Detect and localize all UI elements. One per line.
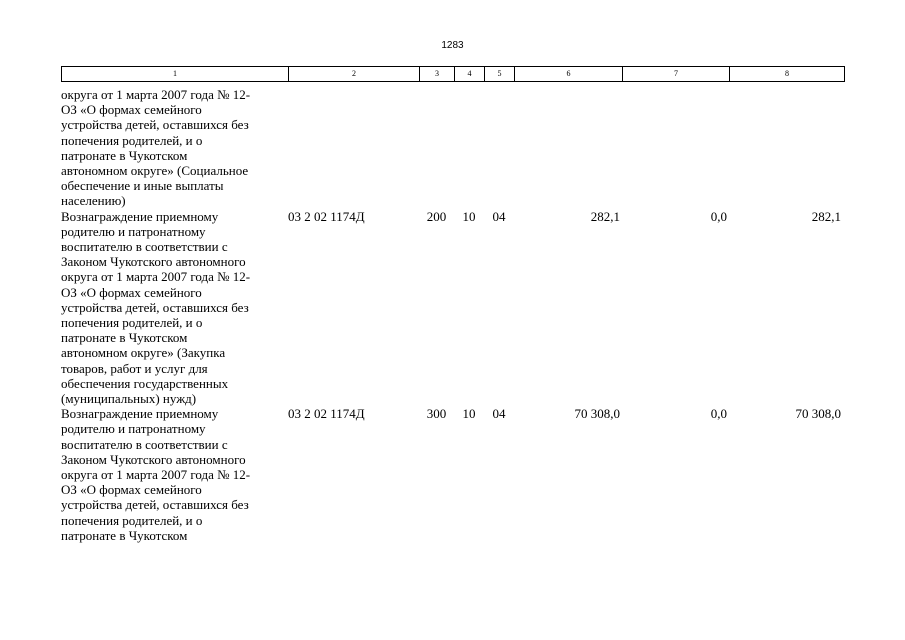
amount-total: 70 308,0 — [574, 406, 621, 422]
amount-total — [514, 87, 622, 209]
row-description: округа от 1 марта 2007 года № 12- ОЗ «О ф… — [61, 87, 288, 209]
description-line: патронате в Чукотском — [61, 527, 188, 543]
table-row: округа от 1 марта 2007 года № 12- ОЗ «О ф… — [61, 87, 843, 209]
amount-change: 0,0 — [710, 208, 727, 224]
amount-total: 282,1 — [590, 208, 620, 224]
description-line: округа от 1 марта 2007 года № 12- — [61, 467, 251, 483]
column-header: 5 — [485, 67, 515, 81]
description-line: устройства детей, оставшихся без — [61, 299, 249, 315]
amount-change: 0,0 — [710, 406, 727, 422]
column-header: 6 — [515, 67, 623, 81]
description-line: попечения родителей, и о — [61, 512, 203, 528]
column-header: 1 — [62, 67, 289, 81]
subsection — [484, 87, 514, 209]
amount-change — [622, 87, 729, 209]
budget-code: 03 2 02 1174Д — [288, 208, 365, 224]
column-header: 7 — [623, 67, 730, 81]
description-line: автономном округе» (Закупка — [61, 345, 226, 361]
description-line: патронате в Чукотском — [61, 330, 188, 346]
column-header: 3 — [420, 67, 455, 81]
description-line: округа от 1 марта 2007 года № 12- — [61, 87, 251, 102]
column-header: 4 — [455, 67, 485, 81]
description-line: товаров, работ и услуг для — [61, 360, 208, 376]
description-line: воспитателю в соответствии с — [61, 239, 228, 255]
section: 10 — [462, 406, 476, 422]
section — [454, 87, 484, 209]
description-line: устройства детей, оставшихся без — [61, 497, 249, 513]
description-line: Законом Чукотского автономного — [61, 254, 246, 270]
row-description: Вознаграждение приемному родителю и патро… — [61, 406, 288, 543]
description-line: попечения родителей, и о — [61, 315, 203, 331]
description-line: Вознаграждение приемному — [61, 406, 219, 422]
column-header: 8 — [785, 69, 789, 78]
description-line: Законом Чукотского автономного — [61, 451, 246, 467]
subsection: 04 — [492, 208, 506, 224]
description-line: населению) — [61, 193, 126, 209]
description-line: устройства детей, оставшихся без — [61, 117, 249, 133]
description-line: округа от 1 марта 2007 года № 12- — [61, 269, 251, 285]
description-line: воспитателю в соответствии с — [61, 436, 228, 452]
section: 10 — [462, 208, 476, 224]
description-line: ОЗ «О формах семейного — [61, 482, 202, 498]
expense-type: 200 — [426, 208, 447, 224]
description-line: родителю и патронатному — [61, 421, 206, 437]
description-line: обеспечения государственных — [61, 375, 229, 391]
description-line: ОЗ «О формах семейного — [61, 102, 202, 118]
description-line: ОЗ «О формах семейного — [61, 284, 202, 300]
amount-final — [729, 87, 843, 209]
description-line: автономном округе» (Социальное — [61, 163, 249, 179]
expense-type — [419, 87, 454, 209]
description-line: Вознаграждение приемному — [61, 208, 219, 224]
description-line: патронате в Чукотском — [61, 147, 188, 163]
description-line: (муниципальных) нужд) — [61, 391, 197, 407]
subsection: 04 — [492, 406, 506, 422]
table-body: округа от 1 марта 2007 года № 12- ОЗ «О ф… — [61, 87, 843, 543]
description-line: попечения родителей, и о — [61, 132, 203, 148]
description-line: обеспечение и иные выплаты — [61, 178, 224, 194]
table-row: Вознаграждение приемному родителю и патро… — [61, 406, 843, 543]
table-row: Вознаграждение приемному родителю и патро… — [61, 209, 843, 407]
budget-code: 03 2 02 1174Д — [288, 406, 365, 422]
page-number: 1283 — [441, 40, 464, 51]
amount-final: 70 308,0 — [795, 406, 842, 422]
amount-final: 282,1 — [811, 208, 841, 224]
column-header: 2 — [289, 67, 420, 81]
budget-code — [288, 87, 419, 209]
row-description: Вознаграждение приемному родителю и патро… — [61, 209, 288, 407]
table-header: 1 2 3 4 5 6 7 8 — [61, 66, 845, 82]
expense-type: 300 — [426, 406, 447, 422]
description-line: родителю и патронатному — [61, 223, 206, 239]
